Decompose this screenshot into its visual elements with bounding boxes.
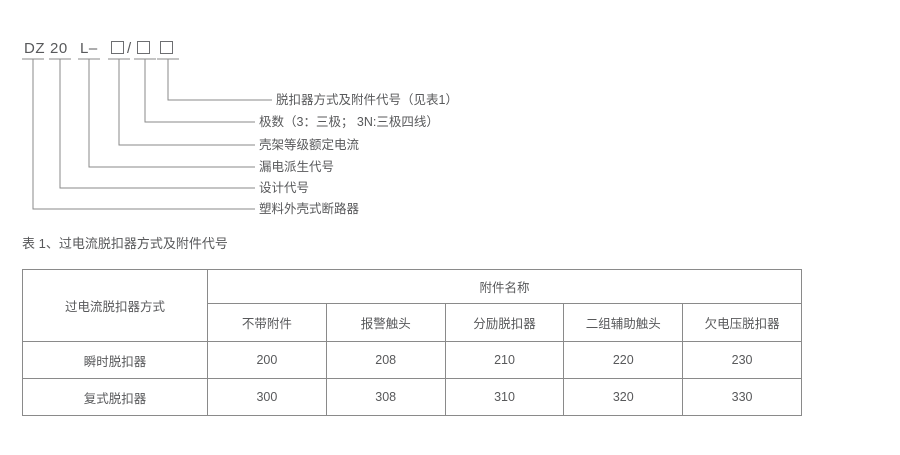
table-cell-value: 208 xyxy=(325,341,446,379)
table-cell-value: 230 xyxy=(682,341,802,379)
table-header-undervoltage-release: 欠电压脱扣器 xyxy=(682,303,802,342)
leader-label-molded-case-circuit-breaker: 塑料外壳式断路器 xyxy=(259,202,360,216)
leader-lines xyxy=(22,58,272,210)
table-cell-value: 210 xyxy=(444,341,565,379)
table-cell-value: 308 xyxy=(325,378,446,416)
code-box-3 xyxy=(160,41,173,54)
leader-label-frame-rated-current: 壳架等级额定电流 xyxy=(259,138,360,152)
table-header-two-auxiliary-contacts: 二组辅助触头 xyxy=(563,303,684,342)
code-segment-l-dash: L– xyxy=(80,40,98,57)
table-cell-value: 220 xyxy=(563,341,684,379)
leader-label-pole-count: 极数（3：三极； 3N:三极四线） xyxy=(259,115,439,129)
table-cell-value: 200 xyxy=(207,341,327,379)
table-header-column-row: 不带附件 报警触头 分励脱扣器 二组辅助触头 欠电压脱扣器 xyxy=(23,303,802,342)
table-cell-value: 310 xyxy=(444,378,565,416)
table-header-shunt-release: 分励脱扣器 xyxy=(444,303,565,342)
table-cell-value: 320 xyxy=(563,378,684,416)
model-code-designation-diagram: DZ 20 L– / 脱扣器 xyxy=(0,0,900,225)
overcurrent-trip-unit-code-table: 过电流脱扣器方式 附件名称 不带附件 报警触头 分励脱扣器 二组辅助触头 欠电压… xyxy=(22,269,802,416)
leader-label-design-code: 设计代号 xyxy=(259,181,310,195)
code-box-2 xyxy=(137,41,150,54)
table-cell-value: 330 xyxy=(682,378,802,416)
table-row-label: 瞬时脱扣器 xyxy=(22,341,208,379)
table-row: 复式脱扣器 300 308 310 320 330 xyxy=(22,378,802,416)
leader-label-leakage-derivative-code: 漏电派生代号 xyxy=(259,160,335,174)
code-segment-slash: / xyxy=(127,40,132,57)
table-header-group-row: 过电流脱扣器方式 附件名称 xyxy=(22,269,802,342)
table-caption: 表 1、过电流脱扣器方式及附件代号 xyxy=(22,236,228,251)
table-header-alarm-contact: 报警触头 xyxy=(325,303,446,342)
table-header-accessory-name: 附件名称 xyxy=(207,269,802,304)
code-box-1 xyxy=(111,41,124,54)
code-segment-20: 20 xyxy=(50,40,68,57)
table-row: 瞬时脱扣器 200 208 210 220 230 xyxy=(22,341,802,379)
code-segment-dz: DZ xyxy=(24,40,45,57)
leader-label-trip-unit-and-accessory-code: 脱扣器方式及附件代号（见表1） xyxy=(276,93,458,107)
table-cell-value: 300 xyxy=(207,378,327,416)
table-header-trip-unit-mode: 过电流脱扣器方式 xyxy=(22,269,208,342)
table-row-label: 复式脱扣器 xyxy=(22,378,208,416)
table-header-no-accessory: 不带附件 xyxy=(207,303,327,342)
